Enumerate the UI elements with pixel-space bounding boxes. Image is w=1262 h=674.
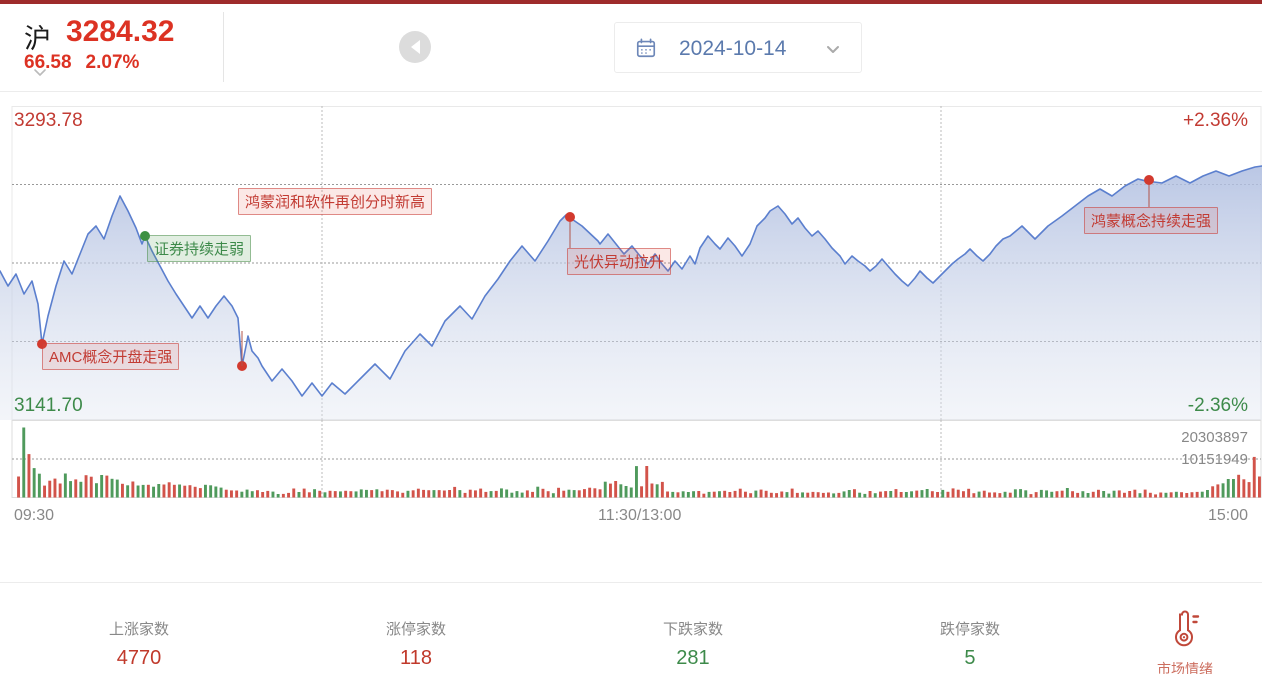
svg-text:-2.36%: -2.36% (1188, 395, 1248, 416)
svg-text:+2.36%: +2.36% (1183, 110, 1248, 131)
svg-text:3141.70: 3141.70 (14, 395, 83, 416)
svg-text:3293.78: 3293.78 (14, 110, 83, 131)
